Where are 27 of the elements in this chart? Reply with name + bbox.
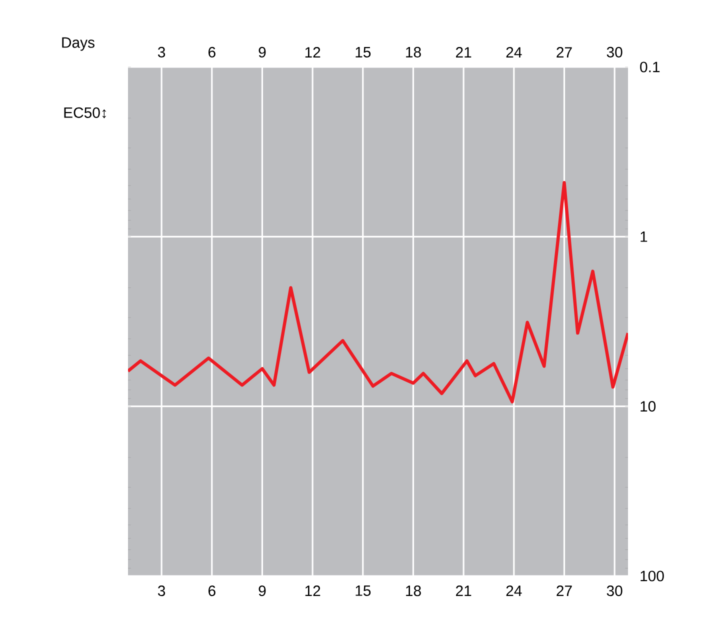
x2-tick-label: 21 — [456, 47, 472, 58]
y-tick-label: 0.1 — [640, 62, 660, 72]
x-tick-label: 6 — [208, 586, 216, 596]
x-tick-label: 9 — [258, 586, 266, 596]
x-tick-label: 30 — [606, 586, 622, 596]
x2-tick-label: 30 — [606, 46, 622, 58]
x-tick-label: 12 — [305, 586, 320, 596]
x-tick-label: 27 — [556, 586, 572, 596]
x2-tick-label: 18 — [406, 46, 421, 58]
x2-tick-label: 3 — [158, 46, 166, 58]
y-tick-label: 1 — [640, 232, 648, 242]
x2-tick-label: 6 — [208, 46, 216, 58]
y-axis-title: EC50↕ — [64, 107, 106, 118]
x-tick-label: 21 — [456, 586, 472, 596]
x2-tick-label: 24 — [506, 47, 522, 58]
x-tick-label: 24 — [506, 586, 522, 596]
x-axis-title: Days — [62, 37, 94, 51]
x2-tick-label: 27 — [556, 47, 572, 58]
y-tick-label: 10 — [640, 401, 656, 412]
x-tick-label: 3 — [158, 586, 166, 596]
x2-tick-label: 12 — [305, 47, 320, 58]
x2-tick-label: 9 — [258, 46, 266, 58]
line-series — [128, 180, 628, 404]
x2-tick-label: 15 — [356, 47, 371, 58]
x-tick-label: 18 — [406, 586, 421, 596]
x-tick-label: 15 — [356, 586, 371, 596]
y-tick-label: 100 — [640, 570, 664, 582]
